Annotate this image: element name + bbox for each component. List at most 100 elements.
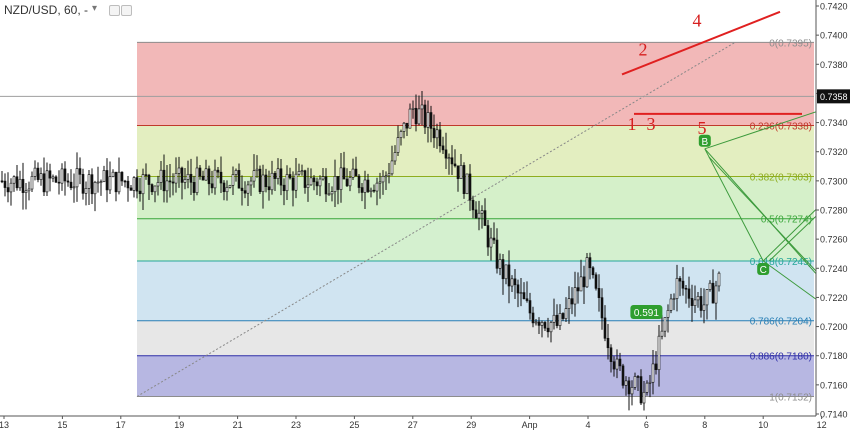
candle-body	[618, 358, 622, 367]
hide-series-button[interactable]	[109, 5, 120, 16]
candle-body	[489, 237, 493, 248]
candle-body	[366, 179, 370, 192]
price-tick-label: 0.7280	[820, 206, 848, 216]
wave-label: 5	[698, 118, 707, 138]
candle-body	[48, 170, 52, 179]
candle-body	[15, 176, 19, 189]
candle-body	[375, 182, 379, 192]
price-tick-label: 0.7240	[820, 264, 848, 274]
price-tick-label: 0.7300	[820, 176, 848, 186]
candle-body	[588, 257, 592, 269]
candle-body	[708, 282, 712, 290]
fib-band	[137, 218, 814, 261]
candle-body	[33, 167, 37, 177]
candle-body	[84, 188, 88, 194]
time-tick-label: 27	[408, 420, 418, 430]
abcd-point-marker	[757, 263, 770, 275]
price-tick-label: 0.7200	[820, 322, 848, 332]
candle-body	[165, 180, 169, 192]
candle-body	[387, 173, 391, 177]
candle-body	[339, 167, 343, 190]
candle-body	[441, 145, 445, 151]
candle-body	[717, 272, 721, 287]
candle-body	[546, 327, 550, 333]
candle-body	[273, 172, 277, 179]
time-tick-label: 8	[702, 420, 707, 430]
candle-body	[507, 264, 511, 287]
abcd-leg	[708, 156, 850, 309]
candle-body	[12, 176, 16, 184]
candle-body	[504, 264, 508, 280]
candle-body	[354, 168, 358, 177]
candle-body	[156, 182, 160, 187]
time-tick-label: 25	[349, 420, 359, 430]
candle-body	[390, 160, 394, 175]
candle-body	[429, 112, 433, 129]
candle-body	[702, 304, 706, 311]
candle-body	[201, 175, 205, 181]
candle-body	[600, 297, 604, 319]
candle-body	[699, 296, 703, 311]
wave-label: 4	[693, 10, 702, 30]
candle-body	[234, 170, 238, 175]
candles	[0, 90, 721, 411]
wave-label: 1	[628, 114, 637, 134]
price-tick-label: 0.7340	[820, 118, 848, 128]
candle-body	[468, 173, 472, 201]
candle-body	[204, 168, 208, 181]
candle-body	[246, 184, 250, 194]
time-tick-label: 12	[817, 420, 827, 430]
candle-body	[93, 182, 97, 195]
candle-body	[672, 298, 676, 300]
candle-body	[315, 181, 319, 187]
candle-body	[183, 179, 187, 183]
candle-body	[324, 176, 328, 195]
candle-body	[696, 296, 700, 301]
candle-body	[135, 177, 139, 192]
candle-body	[174, 173, 178, 184]
candle-body	[513, 278, 517, 286]
candle-body	[117, 171, 121, 193]
candle-body	[129, 187, 133, 191]
candle-body	[639, 376, 643, 404]
candle-body	[627, 380, 631, 395]
candle-body	[348, 177, 352, 187]
time-tick-label: 4	[585, 420, 590, 430]
candle-body	[63, 168, 67, 182]
candle-body	[543, 322, 547, 329]
series-settings-button[interactable]	[121, 5, 132, 16]
elliott-waves: 1 2 3 4 5	[621, 10, 802, 138]
candle-body	[171, 181, 175, 184]
candle-body	[261, 174, 265, 193]
candle-body	[495, 239, 499, 269]
legend-menu-icon[interactable]: ▾	[92, 3, 98, 14]
candle-body	[540, 322, 544, 326]
time-tick-label: 10	[758, 420, 768, 430]
symbol-title: NZD/USD, 60, -	[4, 3, 89, 17]
candle-body	[558, 313, 562, 326]
candle-body	[351, 168, 355, 178]
candle-body	[240, 187, 244, 191]
candle-body	[195, 167, 199, 193]
candle-body	[87, 174, 91, 189]
candle-body	[108, 176, 112, 191]
candle-body	[378, 181, 382, 184]
candle-body	[630, 387, 634, 395]
candle-body	[168, 180, 172, 183]
candle-body	[606, 337, 610, 349]
price-tick-label: 0.7400	[820, 31, 848, 41]
candle-body	[216, 169, 220, 173]
candle-body	[99, 181, 103, 183]
candle-body	[570, 298, 574, 305]
candle-body	[288, 174, 292, 179]
candle-body	[54, 176, 58, 183]
abcd-leg	[704, 148, 764, 262]
candle-body	[435, 129, 439, 139]
candle-body	[450, 157, 454, 165]
candle-body	[51, 176, 55, 179]
candle-body	[432, 128, 436, 139]
candle-body	[252, 170, 256, 182]
candle-body	[453, 163, 457, 167]
fib-band	[137, 320, 814, 356]
